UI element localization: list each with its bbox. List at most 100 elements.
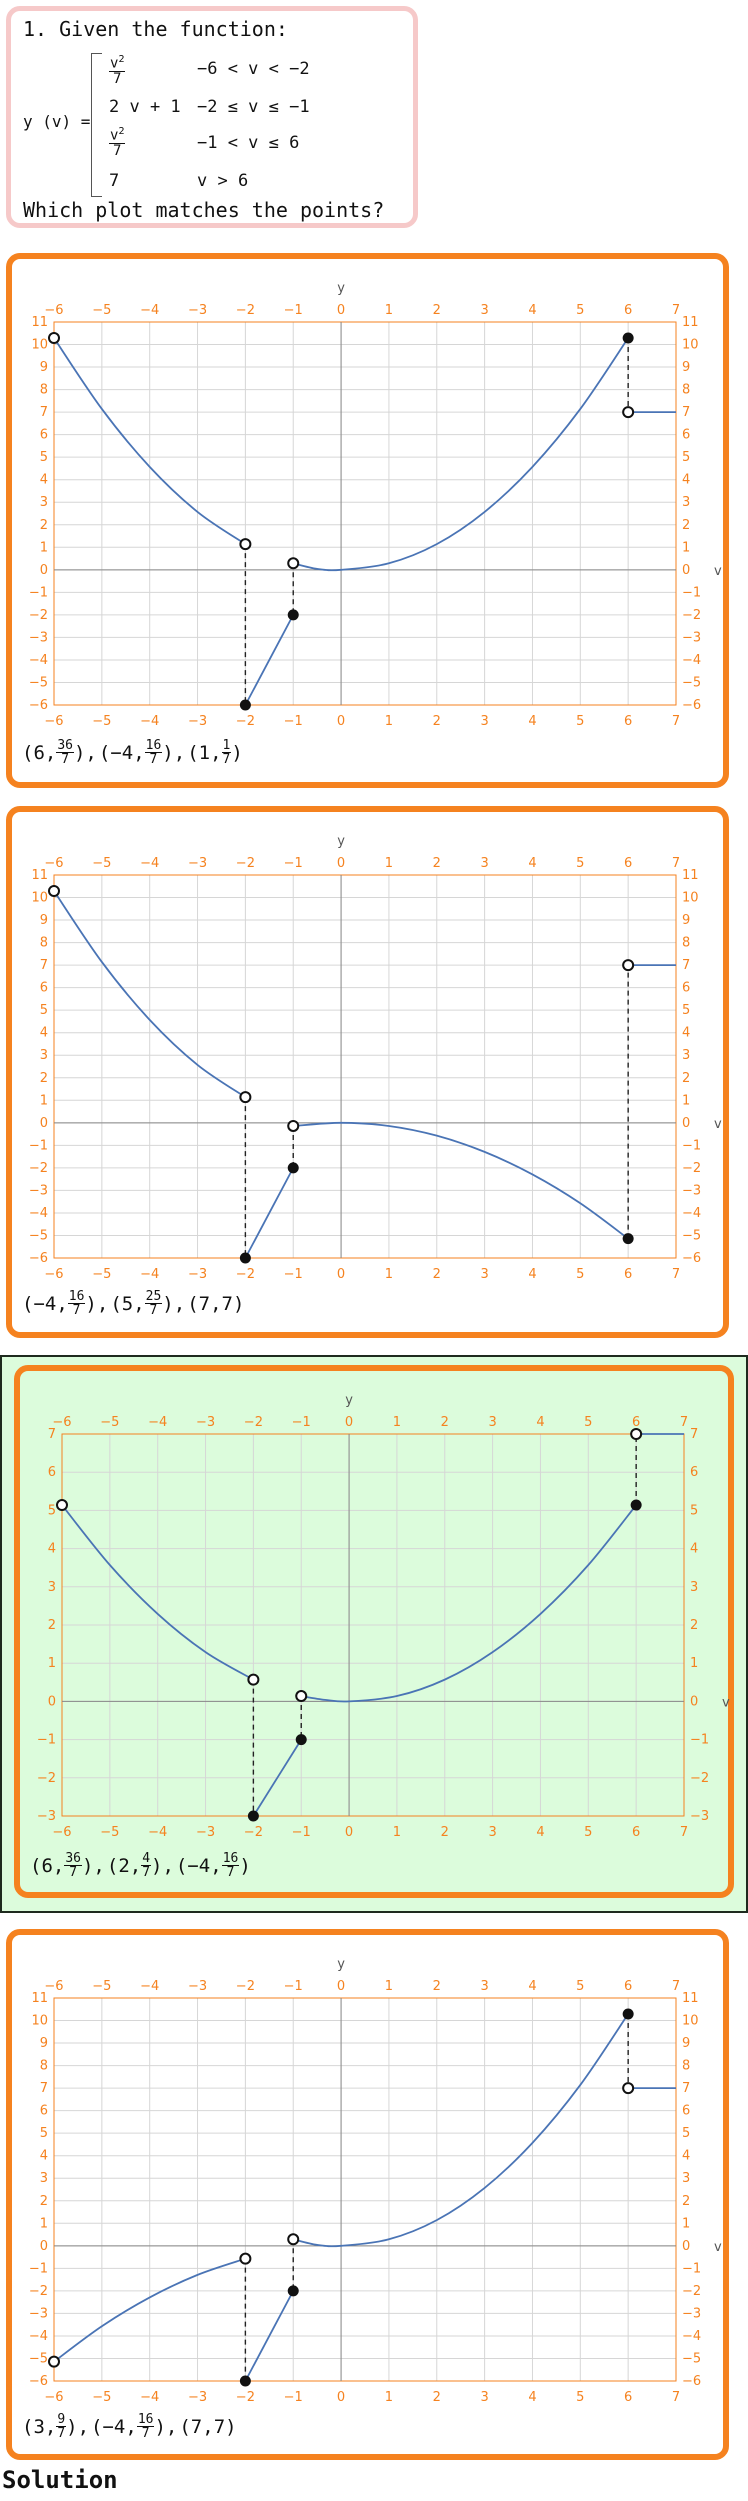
y-tick-label-right: 10 [682, 891, 699, 906]
y-tick-label-right: −1 [682, 585, 701, 600]
closed-point [622, 332, 634, 344]
open-point [295, 1690, 308, 1703]
x-axis-label: v [714, 564, 722, 579]
x-tick-label-top: −3 [188, 856, 207, 871]
y-tick-label-left: 11 [31, 1991, 48, 2006]
x-tick-label-top: 0 [337, 856, 345, 871]
x-tick-label-bottom: 4 [536, 1825, 544, 1840]
x-tick-label-bottom: −2 [244, 1825, 263, 1840]
curve-segment [244, 1167, 295, 1259]
y-tick-label-right: 9 [682, 913, 690, 928]
x-tick-label-bottom: 5 [576, 2390, 584, 2405]
x-tick-label-top: −3 [188, 303, 207, 318]
point-pair: (1, 1 7) [187, 738, 243, 767]
y-tick-label-right: 7 [682, 405, 690, 420]
curve-segment [293, 1121, 629, 1240]
x-tick-label-bottom: −6 [44, 2390, 63, 2405]
y-tick-label-right: 4 [690, 1542, 698, 1557]
closed-point [239, 1252, 251, 1264]
x-tick-label-top: −4 [140, 1979, 159, 1994]
y-tick-label-right: 4 [682, 1026, 690, 1041]
x-tick-label-top: 7 [672, 856, 680, 871]
x-tick-label-bottom: −4 [140, 1267, 159, 1282]
point-pair: (3, 9 7), [22, 2412, 90, 2441]
y-tick-label-left: −3 [29, 630, 48, 645]
answer-option-3[interactable]: −6 −6 −5 −5 −4 −4 −3 −3 −2 −2 −1 −1 0 0 1 1 2 2 3 3 4 4 5 5 6 6 7 7… [14, 1365, 734, 1898]
y-tick-label-left: 2 [40, 518, 48, 533]
y-tick-label-right: −4 [682, 1206, 701, 1221]
x-tick-label-bottom: 7 [672, 1267, 680, 1282]
y-tick-label-left: −5 [29, 675, 48, 690]
point-fraction: 16 7 [144, 738, 163, 767]
y-tick-label-right: −3 [682, 1183, 701, 1198]
answer-option-4[interactable]: −6 −6 −5 −5 −4 −4 −3 −3 −2 −2 −1 −1 0 0 1 1 2 2 3 3 4 4 5 5 6 6 7 7… [6, 1929, 729, 2460]
x-tick-label-top: −3 [196, 1415, 215, 1430]
y-tick-label-left: 7 [40, 2081, 48, 2096]
x-tick-label-bottom: −3 [188, 714, 207, 729]
x-tick-label-bottom: 2 [433, 2390, 441, 2405]
x-tick-label-bottom: 1 [385, 2390, 393, 2405]
x-tick-label-bottom: −3 [196, 1825, 215, 1840]
x-tick-label-top: −2 [236, 1979, 255, 1994]
y-tick-label-left: 5 [40, 1003, 48, 1018]
x-tick-label-top: 2 [433, 303, 441, 318]
y-tick-label-left: 8 [40, 383, 48, 398]
y-tick-label-right: −1 [682, 1138, 701, 1153]
y-tick-label-left: 0 [40, 563, 48, 578]
y-tick-label-left: 9 [40, 360, 48, 375]
x-tick-label-top: −5 [92, 303, 111, 318]
x-tick-label-bottom: 6 [624, 1267, 632, 1282]
y-tick-label-left: 7 [48, 1427, 56, 1442]
answer-option-2[interactable]: −6 −6 −5 −5 −4 −4 −3 −3 −2 −2 −1 −1 0 0 1 1 2 2 3 3 4 4 5 5 6 6 7 7… [6, 806, 729, 1338]
y-tick-label-left: −3 [29, 1183, 48, 1198]
case-4-expr: 7 [109, 171, 120, 191]
open-point [48, 2355, 60, 2368]
y-tick-label-left: 1 [40, 540, 48, 555]
x-tick-label-bottom: 5 [576, 714, 584, 729]
point-pair: (7, 7) [179, 2415, 237, 2438]
x-tick-label-top: −2 [236, 856, 255, 871]
x-tick-label-bottom: −2 [236, 2390, 255, 2405]
y-tick-label-right: 1 [682, 1093, 690, 1108]
x-tick-label-bottom: 4 [528, 2390, 536, 2405]
x-axis-label: v [722, 1695, 730, 1710]
y-tick-label-left: 0 [40, 2239, 48, 2254]
point-fraction: 36 7 [64, 1851, 82, 1880]
x-tick-label-top: 3 [480, 303, 488, 318]
curve-segment [53, 337, 246, 545]
x-tick-label-bottom: −5 [100, 1825, 119, 1840]
x-tick-label-top: 5 [576, 1979, 584, 1994]
x-tick-label-top: 0 [337, 1979, 345, 1994]
x-tick-label-bottom: 2 [441, 1825, 449, 1840]
x-tick-label-bottom: −5 [92, 2390, 111, 2405]
plot-frame [53, 1997, 677, 2382]
case-3-expr: v2 7 [109, 126, 126, 159]
x-tick-label-bottom: 1 [385, 714, 393, 729]
y-tick-label-left: 2 [48, 1618, 56, 1633]
x-tick-label-bottom: −1 [284, 1267, 303, 1282]
y-tick-label-right: 3 [690, 1580, 698, 1595]
closed-point [287, 2285, 299, 2297]
curve-segment [293, 337, 629, 572]
y-tick-label-right: 5 [682, 1003, 690, 1018]
y-tick-label-left: −1 [37, 1733, 56, 1748]
x-tick-label-bottom: 4 [528, 714, 536, 729]
question-title: 1. Given the function: [23, 17, 288, 41]
y-tick-label-left: −6 [29, 2374, 48, 2389]
option-4-plot: −6−6−5−5−4−4−3−3−2−2−1−10011223344556677… [29, 1957, 722, 2405]
y-tick-label-right: 1 [690, 1656, 698, 1671]
y-tick-label-right: −6 [682, 2374, 701, 2389]
x-tick-label-bottom: 0 [345, 1825, 353, 1840]
x-axis-label: v [714, 2240, 722, 2255]
y-tick-label-right: 6 [682, 2104, 690, 2119]
y-tick-label-left: −6 [29, 698, 48, 713]
y-tick-label-right: −3 [690, 1809, 709, 1824]
y-tick-label-right: 0 [682, 2239, 690, 2254]
answer-option-1[interactable]: −6 −6 −5 −5 −4 −4 −3 −3 −2 −2 −1 −1 0 0 1 1 2 2 3 3 4 4 5 5 6 6 7 7… [6, 253, 729, 788]
y-tick-label-right: −4 [682, 653, 701, 668]
y-tick-label-right: 9 [682, 360, 690, 375]
y-axis-label: y [337, 1957, 345, 1972]
y-tick-label-left: 3 [40, 1048, 48, 1063]
x-tick-label-top: 6 [632, 1415, 640, 1430]
y-tick-label-right: 2 [682, 1071, 690, 1086]
